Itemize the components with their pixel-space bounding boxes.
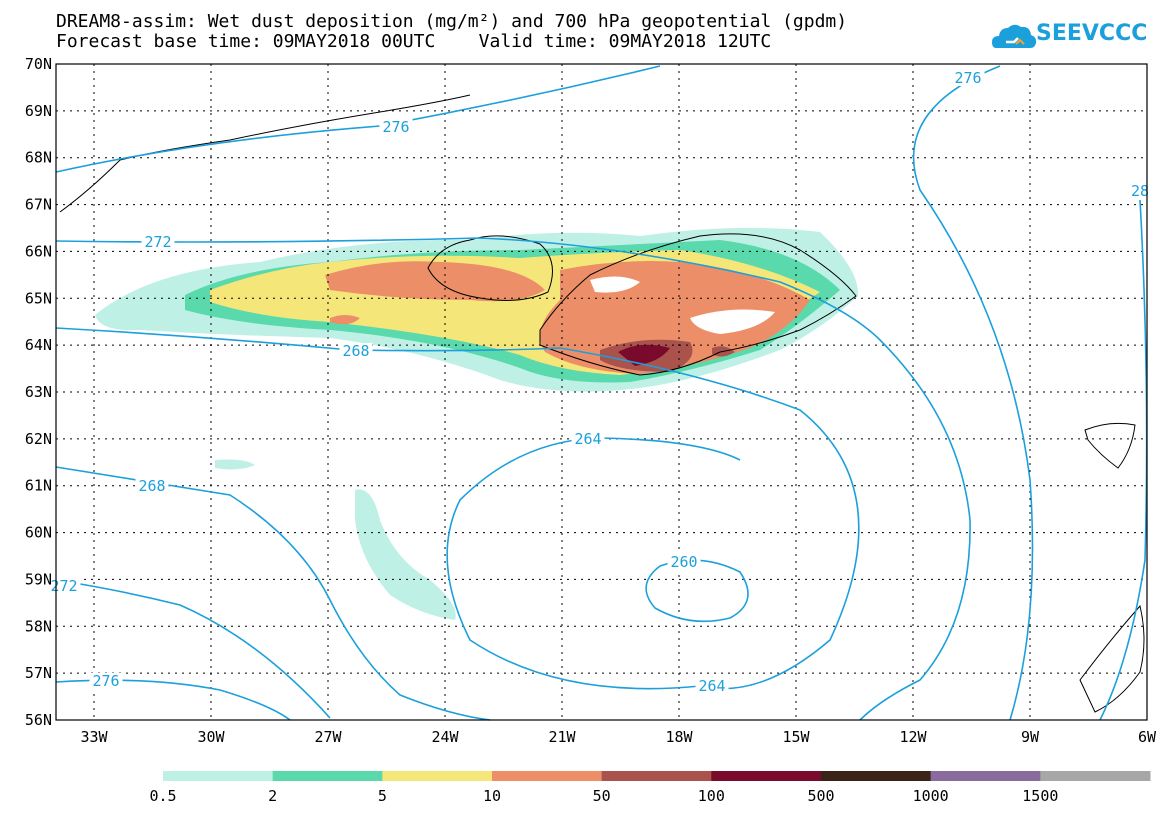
dust-region-white xyxy=(590,276,640,293)
contour-label: 264 xyxy=(574,430,601,448)
colorbar-segment xyxy=(711,771,822,781)
lat-label: 57N xyxy=(25,664,52,682)
contour-label: 276 xyxy=(382,118,409,136)
lat-label: 67N xyxy=(25,196,52,214)
contour-label: 260 xyxy=(670,553,697,571)
lat-label: 66N xyxy=(25,242,52,260)
contour-label-bg xyxy=(379,119,413,135)
contour-label-bg xyxy=(339,343,373,359)
contour-label: 276 xyxy=(92,672,119,690)
colorbar-label: 100 xyxy=(698,787,725,805)
colorbar-segment xyxy=(821,771,932,781)
colorbar-label: 1500 xyxy=(1022,787,1058,805)
contour-label-bg xyxy=(135,478,169,494)
lat-label: 58N xyxy=(25,617,52,635)
logo-text: SEEVCCC xyxy=(1036,21,1148,46)
lon-label: 21W xyxy=(548,728,576,746)
contour-label: 28 xyxy=(1131,182,1149,200)
colorbar-label: 500 xyxy=(807,787,834,805)
colorbar-segment xyxy=(601,771,712,781)
contour-label: 272 xyxy=(50,577,77,595)
lon-label: 9W xyxy=(1021,728,1040,746)
geopotential-contours xyxy=(55,65,1148,721)
colorbar-segment xyxy=(163,771,274,781)
contour-label-bg xyxy=(571,431,605,447)
map-title: DREAM8-assim: Wet dust deposition (mg/m²… xyxy=(56,11,848,32)
contour-label-bg xyxy=(695,678,729,694)
colorbar: 0.5 2 5 10 50 100 500 1000 1500 xyxy=(149,771,1151,805)
colorbar-label: 5 xyxy=(378,787,387,805)
lat-label: 65N xyxy=(25,289,52,307)
contour-label-bg xyxy=(667,554,701,570)
colorbar-segment xyxy=(272,771,383,781)
colorbar-label: 10 xyxy=(483,787,501,805)
lon-label: 24W xyxy=(431,728,459,746)
dust-deposition-field xyxy=(95,227,859,620)
colorbar-label: 1000 xyxy=(913,787,949,805)
lat-label: 56N xyxy=(25,711,52,729)
dust-region-orange xyxy=(325,261,545,302)
colorbar-label: 50 xyxy=(593,787,611,805)
lat-label: 68N xyxy=(25,149,52,167)
lon-label: 15W xyxy=(782,728,810,746)
coastline xyxy=(59,94,1145,713)
lon-label: 30W xyxy=(197,728,225,746)
contour-label-bg xyxy=(141,234,175,250)
lat-label: 64N xyxy=(25,336,52,354)
lat-label: 60N xyxy=(25,524,52,542)
lon-label: 18W xyxy=(665,728,693,746)
dust-region-light xyxy=(355,489,456,620)
lat-label: 69N xyxy=(25,102,52,120)
contour-label-bg xyxy=(89,673,123,689)
dust-region-orange xyxy=(330,315,360,325)
contour-label: 276 xyxy=(954,69,981,87)
lon-label: 27W xyxy=(314,728,342,746)
lat-label: 70N xyxy=(25,55,52,73)
lat-label: 63N xyxy=(25,383,52,401)
map-frame xyxy=(55,63,1148,721)
colorbar-segment xyxy=(930,771,1041,781)
colorbar-segment xyxy=(382,771,493,781)
dust-region-light xyxy=(215,459,255,470)
contour-label-bg xyxy=(951,70,985,86)
colorbar-segment xyxy=(492,771,603,781)
lat-label: 62N xyxy=(25,430,52,448)
map-subtitle: Forecast base time: 09MAY2018 00UTC Vali… xyxy=(56,31,772,52)
contour-label: 264 xyxy=(698,677,725,695)
lat-label: 61N xyxy=(25,477,52,495)
contour-label-bg xyxy=(1128,183,1152,199)
dust-region-darkred xyxy=(618,344,670,366)
colorbar-label: 2 xyxy=(268,787,277,805)
dust-region-white xyxy=(690,309,775,334)
contour-label: 268 xyxy=(138,477,165,495)
lon-label: 6W xyxy=(1138,728,1157,746)
colorbar-segment xyxy=(1040,771,1151,781)
contour-label: 272 xyxy=(144,233,171,251)
lat-label: 59N xyxy=(25,570,52,588)
colorbar-label: 0.5 xyxy=(149,787,176,805)
contour-label: 268 xyxy=(342,342,369,360)
cloud-icon xyxy=(992,24,1037,48)
grid xyxy=(56,64,1147,720)
lon-label: 33W xyxy=(80,728,108,746)
lon-label: 12W xyxy=(899,728,927,746)
